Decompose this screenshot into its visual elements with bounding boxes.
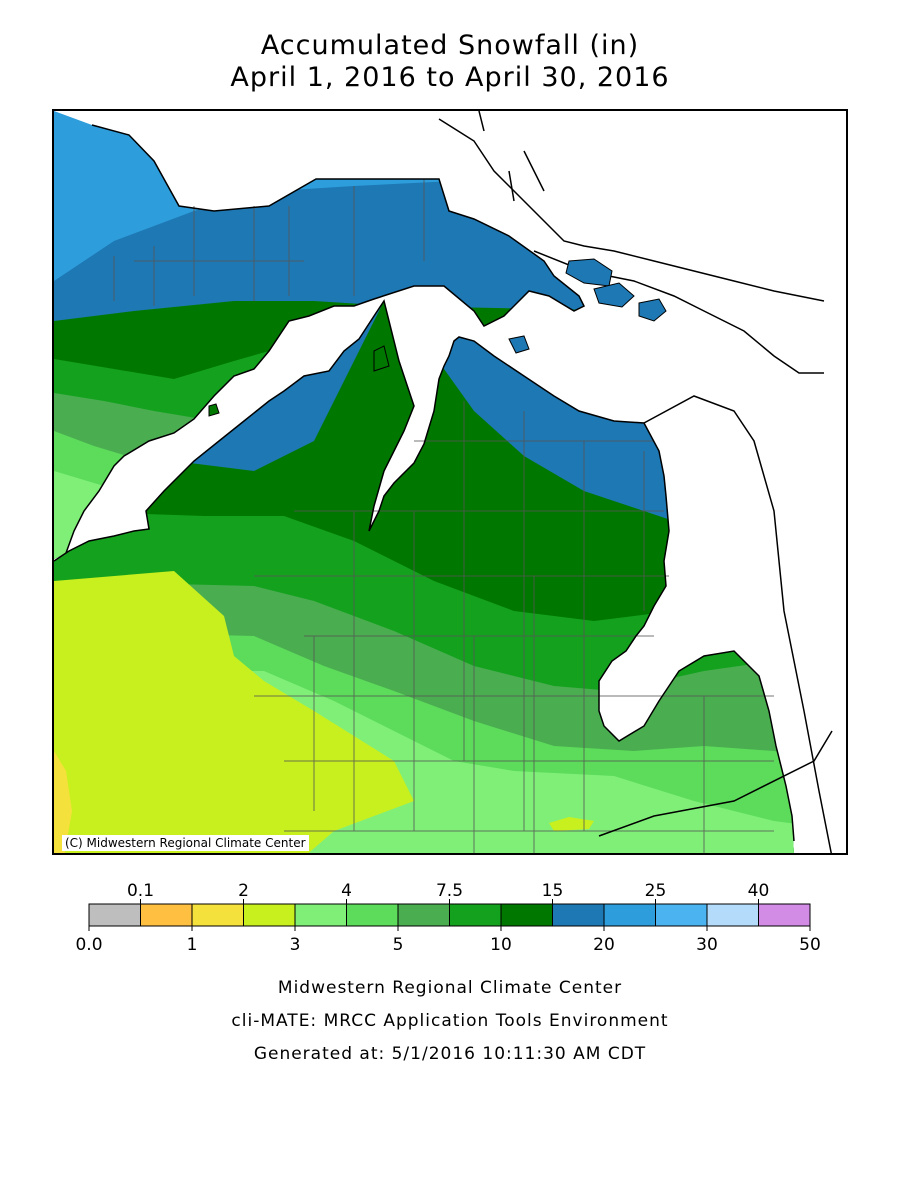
legend-top-label: 25	[645, 881, 667, 901]
legend-bottom-label: 0.0	[75, 935, 102, 955]
legend-top-label: 7.5	[436, 881, 463, 901]
footer-org: Midwestern Regional Climate Center	[277, 978, 623, 998]
copyright-label: (C) Midwestern Regional Climate Center	[62, 835, 309, 851]
legend-swatch	[346, 903, 399, 927]
legend-top-label: 0.1	[127, 881, 154, 901]
legend-swatch	[758, 903, 811, 927]
legend-top-label: 40	[748, 881, 770, 901]
legend-top-label: 15	[542, 881, 564, 901]
color-legend: 0.1 2 4 7.5 15 25 40 0.0 1 3 5 10 20 30 50	[75, 881, 821, 955]
legend-bottom-label: 50	[799, 935, 821, 955]
legend-bottom-label: 30	[696, 935, 718, 955]
legend-swatch	[397, 903, 450, 927]
legend-swatch	[243, 903, 296, 927]
legend-top-label: 2	[238, 881, 249, 901]
footer-generated: Generated at: 5/1/2016 10:11:30 AM CDT	[253, 1044, 647, 1064]
legend-bottom-label: 10	[490, 935, 512, 955]
legend-bottom-label: 3	[290, 935, 301, 955]
legend-swatch	[140, 903, 193, 927]
legend-bottom-label: 5	[393, 935, 404, 955]
map-title: Accumulated Snowfall (in)	[260, 30, 640, 61]
legend-bottom-label: 1	[187, 935, 198, 955]
legend-swatch	[191, 903, 244, 927]
legend-swatch	[603, 903, 656, 927]
footer-tool: cli-MATE: MRCC Application Tools Environ…	[231, 1011, 669, 1031]
snowfall-map-svg	[54, 111, 833, 853]
legend-swatch	[294, 903, 347, 927]
legend-swatch	[88, 903, 141, 927]
legend-swatch	[706, 903, 759, 927]
legend-swatch	[655, 903, 708, 927]
legend-swatch	[500, 903, 553, 927]
map-date-range: April 1, 2016 to April 30, 2016	[230, 62, 670, 93]
legend-top-label: 4	[341, 881, 352, 901]
legend-swatch	[552, 903, 605, 927]
snowfall-map: (C) Midwestern Regional Climate Center	[52, 109, 848, 855]
legend-swatch	[449, 903, 502, 927]
legend-bottom-label: 20	[593, 935, 615, 955]
